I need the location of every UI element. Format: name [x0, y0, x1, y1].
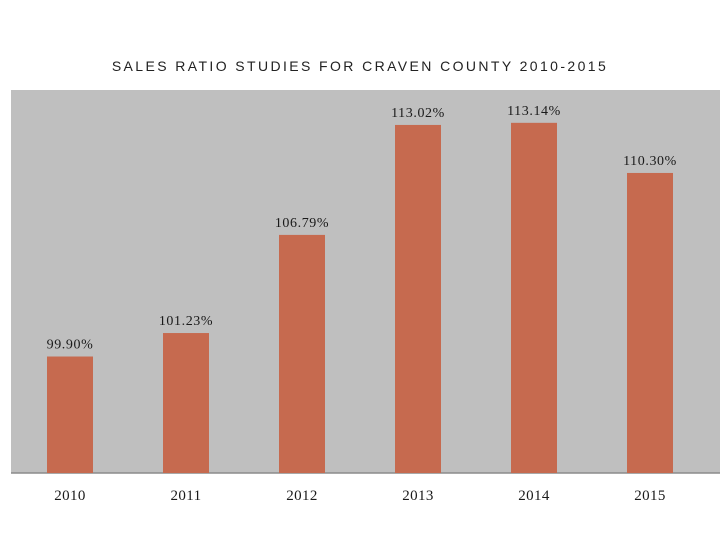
data-label-2012: 106.79%	[275, 216, 329, 231]
x-tick-label-2010: 2010	[54, 488, 86, 504]
bar-2012	[279, 234, 325, 473]
x-tick-label-2014: 2014	[518, 488, 550, 504]
data-label-2015: 110.30%	[623, 154, 677, 169]
bar-2015	[627, 172, 673, 473]
data-label-2013: 113.02%	[391, 106, 445, 121]
x-tick-label-2013: 2013	[402, 488, 434, 504]
chart-title: SALES RATIO STUDIES FOR CRAVEN COUNTY 20…	[111, 58, 609, 74]
x-tick-label-2012: 2012	[286, 488, 318, 504]
bars-layer	[47, 122, 673, 474]
bar-2010	[47, 356, 93, 473]
x-tick-label-2015: 2015	[634, 488, 666, 504]
bar-2011	[163, 333, 209, 473]
x-tick-labels-layer: 2010 2011 2012 2013 2014 2015	[54, 488, 666, 504]
data-label-2010: 99.90%	[47, 338, 94, 353]
bar-2013	[395, 124, 441, 474]
plot-area	[11, 90, 720, 473]
bar-2014	[511, 122, 557, 473]
x-tick-label-2011: 2011	[170, 488, 201, 504]
data-label-2011: 101.23%	[159, 314, 213, 329]
data-label-2014: 113.14%	[507, 104, 561, 119]
data-labels-layer: 99.90% 101.23% 106.79% 113.02% 113.14% 110.30…	[47, 104, 677, 353]
